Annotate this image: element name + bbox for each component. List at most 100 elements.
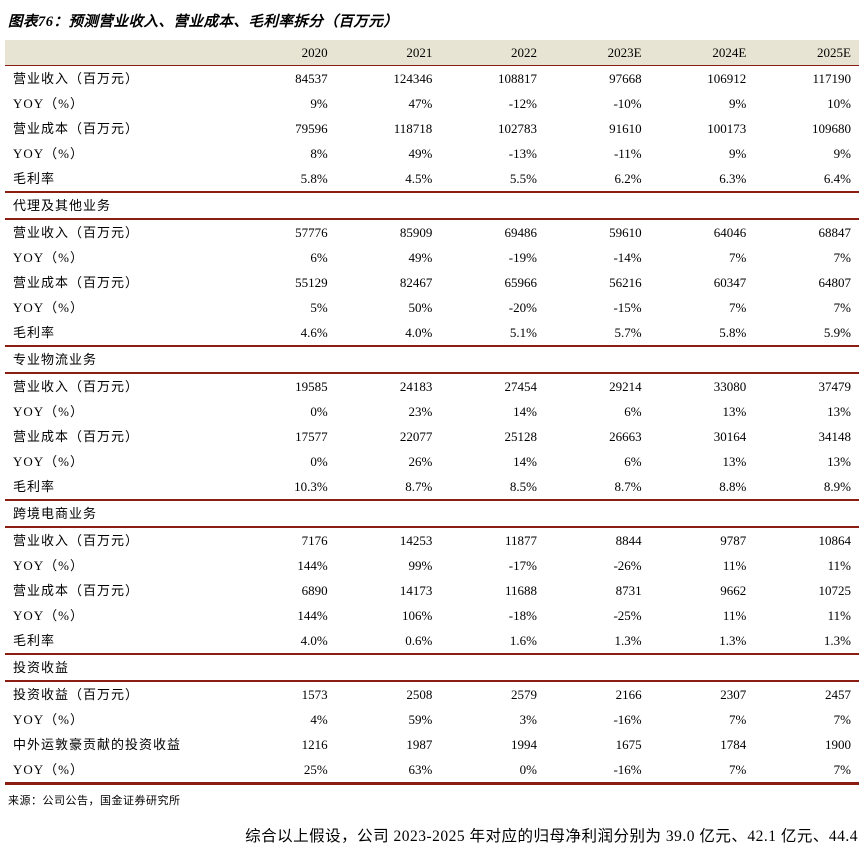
figure-title: 图表76：预测营业收入、营业成本、毛利率拆分（百万元） [8, 14, 399, 30]
cell-value: -19% [508, 250, 537, 265]
row-label: 营业收入（百万元） [13, 379, 140, 394]
source-note: 来源：公司公告，国金证券研究所 [8, 795, 181, 807]
table-row: 营业收入（百万元） 84537 124346 108817 97668 106912 117… [5, 66, 859, 92]
cell-value: 49% [408, 250, 433, 265]
cell-value: 11% [827, 608, 851, 623]
cell-value: 9% [833, 146, 851, 161]
cell-value: 11% [722, 608, 747, 623]
table-row: YOY（%） 5% 50% -20% -15% 7% 7% [5, 295, 859, 320]
cell-value: 56216 [609, 275, 642, 290]
cell-value: 7% [728, 762, 747, 777]
cell-value: 10864 [818, 533, 852, 548]
row-label: YOY（%） [13, 146, 84, 161]
cell-value: 9% [728, 146, 747, 161]
cell-value: 117190 [812, 71, 851, 86]
section-header-label: 跨境电商业务 [5, 499, 859, 528]
cell-value: 4.5% [405, 171, 433, 186]
cell-value: 5.9% [823, 325, 851, 340]
cell-value: 2307 [720, 687, 747, 702]
cell-value: 2166 [615, 687, 642, 702]
cell-value: 79596 [295, 121, 328, 136]
cell-value: 5% [310, 300, 328, 315]
cell-value: 10725 [818, 583, 852, 598]
cell-value: 19585 [295, 379, 328, 394]
table-row: 毛利率 10.3% 8.7% 8.5% 8.7% 8.8% 8.9% [5, 474, 859, 500]
table-row: YOY（%） 144% 99% -17% -26% 11% 11% [5, 553, 859, 578]
cell-value: 118718 [393, 121, 433, 136]
cell-value: 7% [833, 712, 851, 727]
cell-value: 8.5% [509, 479, 537, 494]
cell-value: 1987 [406, 737, 433, 752]
cell-value: 60347 [713, 275, 747, 290]
cell-value: 0% [519, 762, 537, 777]
cell-value: 13% [827, 454, 851, 469]
cell-value: -12% [508, 96, 537, 111]
cell-value: 6% [624, 454, 642, 469]
table-row: 毛利率 5.8% 4.5% 5.5% 6.2% 6.3% 6.4% [5, 166, 859, 192]
cell-value: 144% [297, 608, 328, 623]
section-header-row: 跨境电商业务 [5, 499, 859, 528]
cell-value: 99% [408, 558, 433, 573]
cell-value: 85909 [399, 225, 433, 240]
cell-value: 5.8% [719, 325, 747, 340]
cell-value: 8.8% [719, 479, 747, 494]
forecast-table: 2020 2021 2022 2023E 2024E 2025E 营业收入（百万元） 845… [5, 40, 859, 785]
cell-value: 108817 [497, 71, 537, 86]
cell-value: 47% [408, 96, 433, 111]
cell-value: 1900 [825, 737, 851, 752]
table-row: YOY（%） 6% 49% -19% -14% 7% 7% [5, 245, 859, 270]
row-label: 毛利率 [13, 479, 56, 494]
cell-value: -20% [508, 300, 537, 315]
cell-value: 14173 [399, 583, 433, 598]
cell-value: 63% [408, 762, 433, 777]
cell-value: 14% [513, 404, 537, 419]
section-header-label: 代理及其他业务 [5, 191, 859, 220]
table-row: 营业收入（百万元） 57776 85909 69486 59610 64046 68847 [5, 219, 859, 245]
header-label-column [5, 40, 231, 66]
header-year-2021: 2021 [335, 40, 441, 66]
cell-value: -11% [613, 146, 642, 161]
cell-value: 7176 [301, 533, 328, 548]
row-label: 营业成本（百万元） [13, 121, 140, 136]
cell-value: 7% [833, 250, 851, 265]
cell-value: 6890 [301, 583, 328, 598]
cell-value: 2457 [825, 687, 851, 702]
cell-value: 2579 [510, 687, 537, 702]
cell-value: 17577 [295, 429, 328, 444]
cell-value: 50% [408, 300, 433, 315]
header-year-2024E: 2024E [649, 40, 755, 66]
row-label: YOY（%） [13, 250, 84, 265]
cell-value: 11877 [504, 533, 537, 548]
cell-value: 6.4% [823, 171, 851, 186]
cell-value: 34148 [818, 429, 852, 444]
cell-value: -16% [613, 712, 642, 727]
cell-value: 13% [722, 404, 747, 419]
table-body: 营业收入（百万元） 84537 124346 108817 97668 106912 117… [5, 66, 859, 784]
cell-value: 24183 [399, 379, 433, 394]
cell-value: 69486 [504, 225, 537, 240]
cell-value: 0% [310, 454, 328, 469]
cell-value: 0% [310, 404, 328, 419]
header-year-2022: 2022 [440, 40, 545, 66]
cell-value: 6.2% [614, 171, 642, 186]
cell-value: 64046 [713, 225, 747, 240]
cell-value: 7% [833, 762, 851, 777]
cell-value: 57776 [295, 225, 328, 240]
cell-value: 1994 [510, 737, 537, 752]
table-row: 营业成本（百万元） 6890 14173 11688 8731 9662 10725 [5, 578, 859, 603]
closing-paragraph: 综合以上假设，公司 2023-2025 年对应的归母净利润分别为 39.0 亿元… [245, 828, 858, 845]
row-label: YOY（%） [13, 454, 84, 469]
row-label: 营业成本（百万元） [13, 583, 140, 598]
cell-value: 144% [297, 558, 328, 573]
cell-value: 2508 [406, 687, 433, 702]
cell-value: 3% [519, 712, 537, 727]
cell-value: 1216 [301, 737, 328, 752]
cell-value: 8.9% [823, 479, 851, 494]
cell-value: 5.1% [509, 325, 537, 340]
cell-value: 23% [408, 404, 433, 419]
section-header-row: 代理及其他业务 [5, 191, 859, 220]
cell-value: 4.0% [405, 325, 433, 340]
cell-value: 14253 [399, 533, 433, 548]
table-row: 毛利率 4.0% 0.6% 1.6% 1.3% 1.3% 1.3% [5, 628, 859, 654]
cell-value: 5.5% [509, 171, 537, 186]
